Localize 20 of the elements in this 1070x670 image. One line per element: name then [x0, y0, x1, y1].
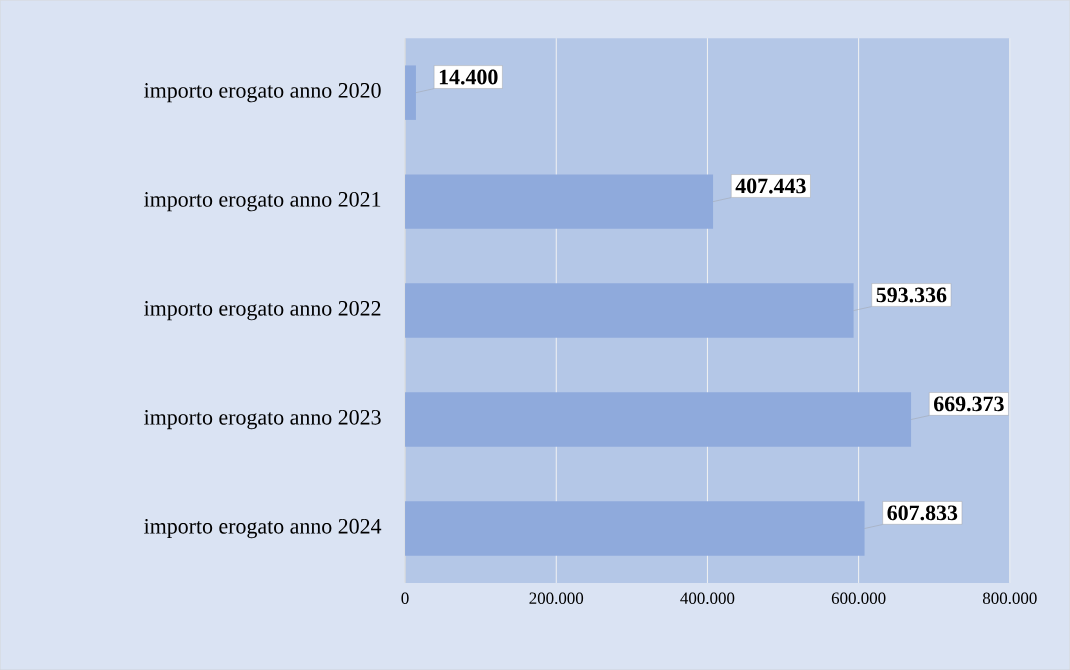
- data-label: 607.833: [887, 505, 958, 521]
- x-tick-label: 800.000: [982, 592, 1037, 604]
- bar: [405, 174, 714, 229]
- bar: [405, 501, 865, 556]
- y-tick-label: importo erogato anno 2022: [144, 300, 381, 321]
- y-tick-label: importo erogato anno 2021: [144, 191, 381, 212]
- y-tick-label: importo erogato anno 2024: [144, 518, 382, 539]
- bar: [405, 283, 854, 338]
- y-tick-label: importo erogato anno 2020: [144, 82, 381, 103]
- x-tick-label: 600.000: [831, 592, 886, 604]
- data-label: 593.336: [876, 287, 947, 303]
- x-tick-label: 200.000: [529, 592, 584, 604]
- x-tick-label: 400.000: [680, 592, 735, 604]
- x-tick-label: 0: [401, 592, 409, 604]
- data-label: 14.400: [439, 69, 498, 85]
- y-tick-label: importo erogato anno 2023: [144, 409, 381, 430]
- bar: [405, 392, 912, 447]
- bar: [405, 65, 416, 120]
- data-label: 669.373: [934, 396, 1004, 412]
- data-label: 407.443: [735, 178, 806, 194]
